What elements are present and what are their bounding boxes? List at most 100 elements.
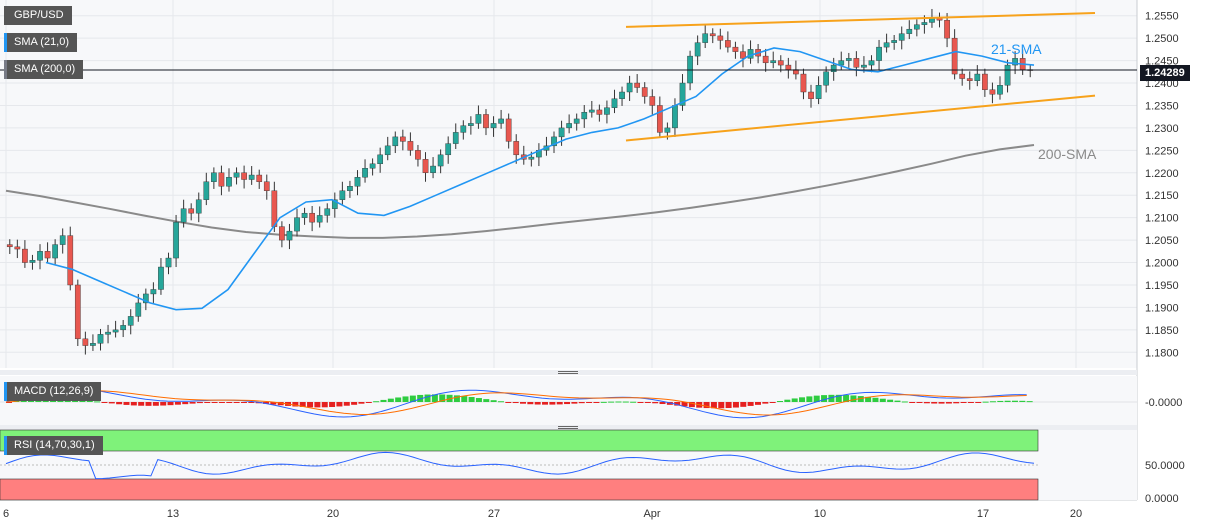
macd-histogram-bar bbox=[872, 397, 879, 402]
price-tick-label: 1.2300 bbox=[1145, 123, 1179, 135]
macd-histogram-bar bbox=[512, 402, 519, 404]
macd-histogram-bar bbox=[395, 397, 402, 402]
sma200-legend[interactable]: SMA (200,0) bbox=[4, 60, 84, 79]
macd-histogram-bar bbox=[160, 402, 167, 406]
sma200-annotation: 200-SMA bbox=[1038, 146, 1097, 162]
macd-histogram-bar bbox=[630, 401, 637, 403]
macd-panel-bg bbox=[0, 376, 1137, 425]
candle-body bbox=[717, 35, 724, 41]
candle-body bbox=[6, 244, 13, 248]
candle-body bbox=[959, 73, 966, 79]
price-tick-label: 1.2250 bbox=[1145, 145, 1179, 157]
rsi-tick-label: 0.0000 bbox=[1145, 493, 1179, 505]
macd-histogram-bar bbox=[879, 398, 886, 402]
candle-body bbox=[22, 248, 28, 263]
candle-body bbox=[384, 145, 391, 156]
candle-body bbox=[664, 127, 671, 133]
macd-histogram-bar bbox=[417, 394, 424, 402]
candle-body bbox=[369, 163, 376, 169]
candle-body bbox=[694, 42, 701, 57]
candle-body bbox=[906, 28, 913, 34]
candle-body bbox=[29, 260, 36, 263]
macd-histogram-bar bbox=[505, 402, 512, 403]
time-tick-label: Apr bbox=[643, 508, 660, 520]
macd-histogram-bar bbox=[299, 402, 306, 407]
macd-histogram-bar bbox=[130, 402, 137, 406]
candle-body bbox=[626, 82, 633, 93]
main-panel-bg bbox=[0, 0, 1137, 368]
macd-histogram-bar bbox=[754, 402, 761, 405]
candle-body bbox=[944, 19, 950, 39]
channel-upper-line bbox=[625, 12, 1096, 28]
macd-histogram-bar bbox=[358, 402, 365, 404]
candle-body bbox=[173, 221, 179, 259]
candle-body bbox=[90, 343, 96, 346]
macd-signal-line bbox=[5, 390, 1027, 416]
candle-body bbox=[974, 73, 981, 81]
macd-histogram-bar bbox=[674, 402, 681, 406]
candle-body bbox=[437, 154, 444, 167]
candle-body bbox=[1012, 58, 1018, 66]
price-tick-label: 1.2400 bbox=[1145, 78, 1179, 90]
macd-histogram-bar bbox=[204, 402, 211, 403]
macd-histogram-bar bbox=[644, 402, 651, 403]
macd-legend[interactable]: MACD (12,26,9) bbox=[4, 382, 102, 401]
price-tick-label: 1.1900 bbox=[1145, 302, 1179, 314]
macd-histogram-bar bbox=[666, 402, 673, 405]
macd-histogram-bar bbox=[483, 399, 490, 402]
sma21-legend[interactable]: SMA (21,0) bbox=[4, 33, 78, 52]
macd-histogram-bar bbox=[997, 400, 1004, 402]
time-tick-label: 6 bbox=[3, 508, 9, 520]
macd-histogram-bar bbox=[740, 402, 747, 407]
macd-histogram-bar bbox=[321, 402, 328, 408]
candle-body bbox=[399, 136, 406, 142]
candle-body bbox=[604, 107, 610, 115]
macd-histogram-bar bbox=[828, 394, 835, 402]
candle-body bbox=[777, 60, 784, 66]
candle-body bbox=[324, 208, 331, 216]
symbol-label[interactable]: GBP/USD bbox=[4, 6, 72, 25]
macd-histogram-bar bbox=[1011, 400, 1018, 402]
macd-histogram-bar bbox=[923, 402, 930, 404]
macd-histogram-bar bbox=[240, 402, 247, 403]
candle-body bbox=[498, 118, 504, 124]
macd-histogram-bar bbox=[226, 402, 233, 403]
price-tick-label: 1.1950 bbox=[1145, 280, 1179, 292]
macd-histogram-bar bbox=[307, 402, 314, 408]
candle-body bbox=[815, 85, 822, 99]
candle-body bbox=[150, 289, 157, 295]
macd-histogram-bar bbox=[527, 402, 534, 405]
candle-body bbox=[452, 132, 459, 144]
candle-body bbox=[211, 172, 217, 182]
candle-body bbox=[732, 46, 739, 52]
price-tick-label: 1.1850 bbox=[1145, 325, 1179, 337]
candle-body bbox=[44, 251, 51, 259]
rsi-legend[interactable]: RSI (14,70,30,1) bbox=[4, 436, 103, 455]
macd-histogram-bar bbox=[475, 398, 482, 402]
time-tick-label: 10 bbox=[814, 508, 826, 520]
candle-body bbox=[883, 42, 890, 48]
macd-histogram-bar bbox=[710, 402, 717, 409]
price-tick-label: 1.2100 bbox=[1145, 213, 1179, 225]
macd-histogram-bar bbox=[101, 402, 108, 403]
macd-histogram-bar bbox=[608, 401, 615, 403]
macd-histogram-bar bbox=[615, 401, 622, 403]
macd-histogram-bar bbox=[468, 397, 475, 402]
candle-body bbox=[286, 230, 293, 241]
candle-body bbox=[59, 235, 66, 245]
macd-histogram-bar bbox=[967, 402, 974, 403]
candle-body bbox=[158, 266, 164, 290]
candle-body bbox=[195, 199, 202, 214]
candle-body bbox=[407, 141, 414, 151]
candle-body bbox=[37, 251, 43, 261]
macd-histogram-bar bbox=[152, 402, 159, 406]
candle-body bbox=[120, 325, 127, 331]
price-tick-label: 1.1800 bbox=[1145, 347, 1179, 359]
candle-body bbox=[800, 73, 807, 93]
macd-histogram-bar bbox=[894, 400, 901, 402]
macd-histogram-bar bbox=[799, 397, 806, 402]
candle-body bbox=[279, 226, 285, 241]
candle-body bbox=[127, 316, 134, 326]
macd-histogram-bar bbox=[747, 402, 754, 406]
